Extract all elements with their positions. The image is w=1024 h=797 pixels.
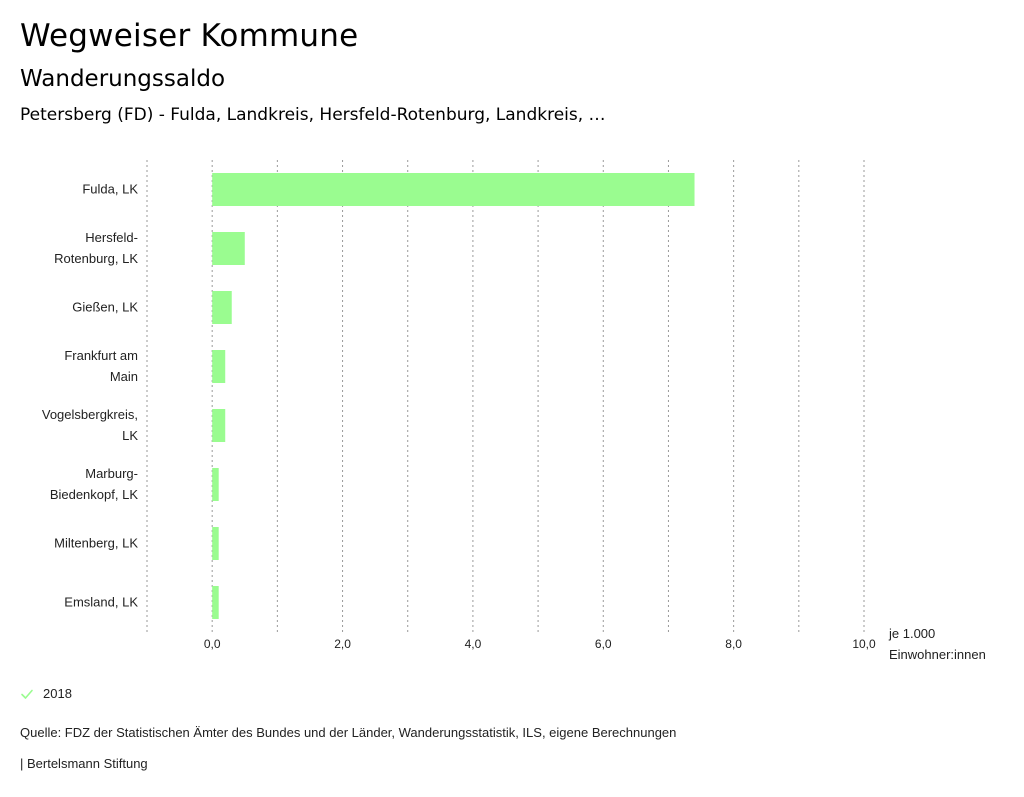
bar — [212, 173, 695, 206]
legend[interactable]: 2018 — [20, 686, 72, 701]
x-tick-label: 4,0 — [465, 637, 482, 651]
publisher-note: | Bertelsmann Stiftung — [20, 756, 148, 771]
bar — [212, 232, 245, 265]
bar — [212, 350, 226, 383]
category-label: Hersfeld-Rotenburg, LK — [54, 230, 138, 266]
bar — [212, 586, 219, 619]
chart-subtitle: Wanderungssaldo — [20, 66, 226, 92]
region-selection: Petersberg (FD) - Fulda, Landkreis, Hers… — [20, 105, 606, 125]
x-tick-label: 0,0 — [204, 637, 221, 651]
category-label: Gießen, LK — [72, 300, 138, 315]
bar — [212, 468, 219, 501]
category-label: Frankfurt am Main — [64, 348, 138, 384]
x-tick-label: 6,0 — [595, 637, 612, 651]
category-label: Emsland, LK — [64, 595, 138, 610]
x-tick-label: 2,0 — [334, 637, 351, 651]
bar — [212, 527, 219, 560]
x-tick-label: 8,0 — [725, 637, 742, 651]
category-label: Vogelsbergkreis, LK — [42, 407, 138, 443]
check-icon — [21, 689, 33, 699]
category-label: Fulda, LK — [82, 182, 138, 197]
axis-unit-label: je 1.000 Einwohner:innen — [888, 626, 986, 662]
bar — [212, 291, 232, 324]
category-label: Miltenberg, LK — [54, 536, 138, 551]
x-tick-label: 10,0 — [852, 637, 876, 651]
category-label: Marburg-Biedenkopf, LK — [50, 466, 139, 502]
legend-label: 2018 — [43, 686, 72, 701]
bar — [212, 409, 226, 442]
source-note: Quelle: FDZ der Statistischen Ämter des … — [20, 725, 677, 740]
page-title: Wegweiser Kommune — [20, 18, 359, 54]
bar-chart: Fulda, LK Hersfeld-Rotenburg, LK Gießen, L… — [42, 160, 986, 662]
